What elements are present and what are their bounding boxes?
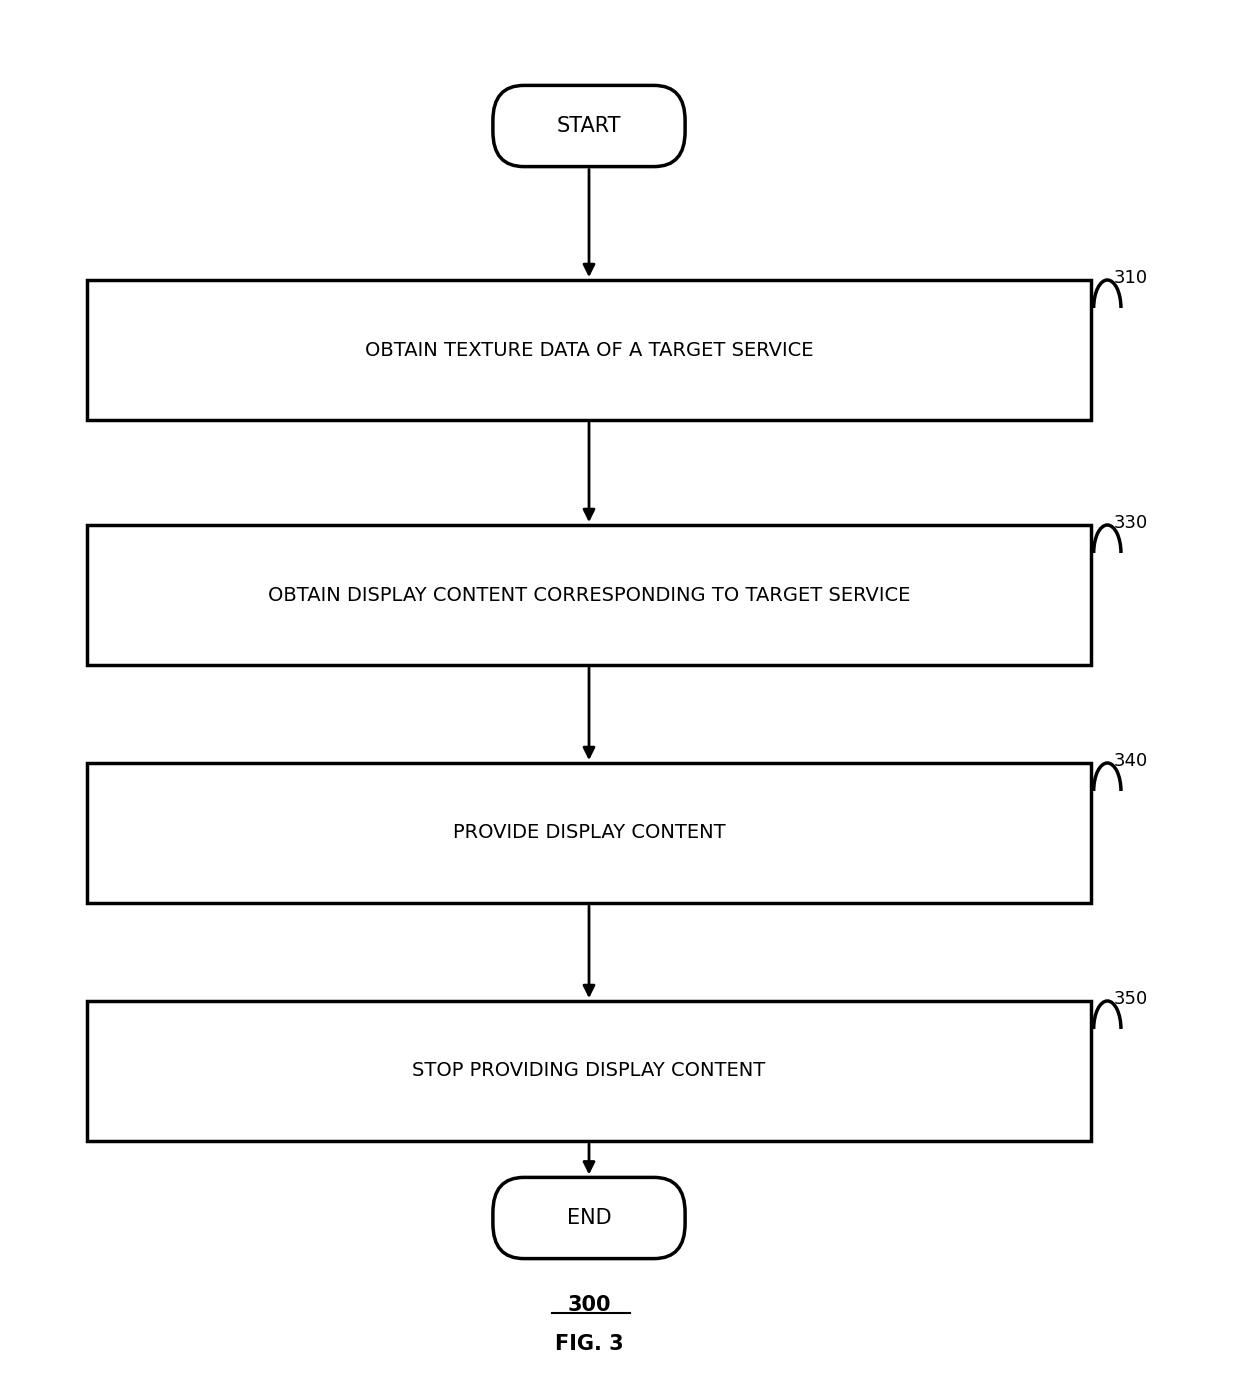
Text: 300: 300	[567, 1295, 611, 1315]
Text: STOP PROVIDING DISPLAY CONTENT: STOP PROVIDING DISPLAY CONTENT	[413, 1061, 765, 1081]
Text: OBTAIN TEXTURE DATA OF A TARGET SERVICE: OBTAIN TEXTURE DATA OF A TARGET SERVICE	[365, 340, 813, 360]
FancyBboxPatch shape	[87, 525, 1091, 665]
FancyBboxPatch shape	[87, 280, 1091, 420]
Text: START: START	[557, 116, 621, 136]
Text: 330: 330	[1114, 514, 1148, 532]
Text: 340: 340	[1114, 752, 1148, 770]
Text: OBTAIN DISPLAY CONTENT CORRESPONDING TO TARGET SERVICE: OBTAIN DISPLAY CONTENT CORRESPONDING TO …	[268, 585, 910, 605]
Text: FIG. 3: FIG. 3	[554, 1334, 624, 1354]
Text: END: END	[567, 1208, 611, 1228]
Text: 350: 350	[1114, 990, 1148, 1008]
FancyBboxPatch shape	[87, 763, 1091, 903]
Text: 310: 310	[1114, 269, 1148, 287]
FancyBboxPatch shape	[492, 85, 684, 167]
FancyBboxPatch shape	[492, 1177, 684, 1259]
Text: PROVIDE DISPLAY CONTENT: PROVIDE DISPLAY CONTENT	[453, 823, 725, 843]
FancyBboxPatch shape	[87, 1001, 1091, 1141]
